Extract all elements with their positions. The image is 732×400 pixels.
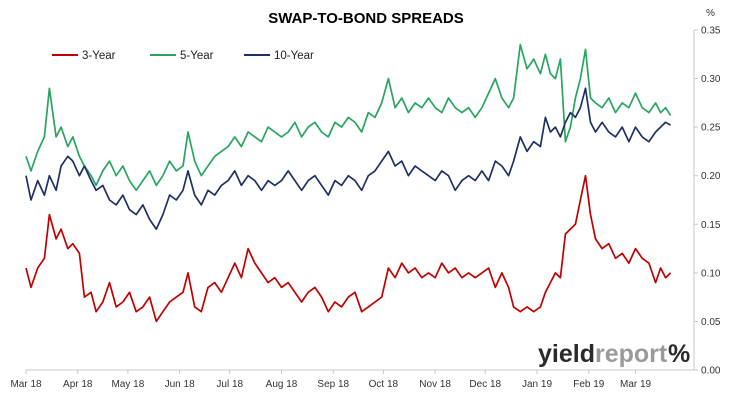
x-tick-label: Apr 18 xyxy=(63,379,93,390)
x-tick-label: Jan 19 xyxy=(522,379,552,390)
y-tick-label: 0.10 xyxy=(701,268,721,279)
x-tick-label: Jul 18 xyxy=(216,379,243,390)
series-line-10-year xyxy=(25,87,672,230)
y-tick-label: 0.20 xyxy=(701,171,721,182)
chart-legend: 3-Year 5-Year 10-Year xyxy=(52,50,314,62)
legend-label-5-year: 5-Year xyxy=(180,50,214,62)
y-tick-label: 0.05 xyxy=(701,317,721,328)
y-axis-ticks: 0.00 0.05 0.10 0.15 0.20 0.25 0.30 0.35 xyxy=(694,26,721,377)
x-axis-ticks: Mar 18 Apr 18 May 18 Jun 18 Jul 18 Aug 18 Sep … xyxy=(10,370,652,390)
x-tick-label: May 18 xyxy=(111,379,144,390)
y-tick-label: 0.00 xyxy=(701,366,721,377)
y-tick-label: 0.15 xyxy=(701,220,721,231)
x-tick-label: Sep 18 xyxy=(317,379,349,390)
logo-text-yield: yield xyxy=(538,340,595,368)
series-line-3-year xyxy=(25,174,672,323)
x-tick-label: Jun 18 xyxy=(165,379,195,390)
x-tick-label: Nov 18 xyxy=(419,379,451,390)
x-tick-label: Dec 18 xyxy=(469,379,501,390)
x-tick-label: Mar 19 xyxy=(620,379,652,390)
yieldreport-logo: yieldreport % xyxy=(538,340,690,368)
legend-label-10-year: 10-Year xyxy=(274,50,314,62)
legend-label-3-year: 3-Year xyxy=(82,50,116,62)
svg-text:yieldreport: yieldreport xyxy=(538,340,668,368)
series-line-5-year xyxy=(25,43,672,192)
x-tick-label: Mar 18 xyxy=(10,379,42,390)
x-tick-label: Feb 19 xyxy=(573,379,605,390)
y-tick-label: 0.30 xyxy=(701,74,721,85)
y-tick-label: 0.35 xyxy=(701,26,721,37)
x-tick-label: Aug 18 xyxy=(266,379,298,390)
series-lines xyxy=(25,43,672,323)
percent-logo-icon: % xyxy=(668,340,690,368)
chart-title: SWAP-TO-BOND SPREADS xyxy=(268,10,464,27)
y-axis-unit: % xyxy=(706,8,715,19)
y-tick-label: 0.25 xyxy=(701,123,721,134)
x-tick-label: Oct 18 xyxy=(369,379,399,390)
logo-text-report: report xyxy=(595,340,668,368)
